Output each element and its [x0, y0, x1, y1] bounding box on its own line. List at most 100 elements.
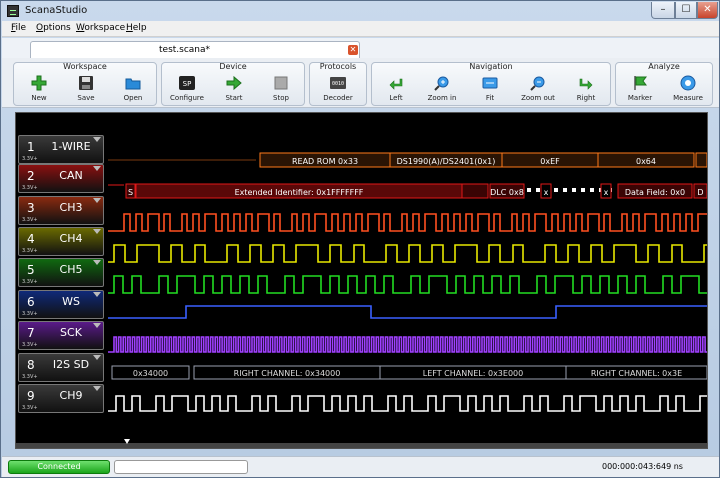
i2s-3-label: RIGHT CHANNEL: 0x3E: [591, 369, 682, 378]
measure-label: Measure: [673, 94, 703, 102]
channel-name: WS: [62, 295, 80, 308]
maximize-button[interactable]: ☐: [675, 2, 697, 19]
channel-card-4[interactable]: 4 CH4 3.3V+: [18, 227, 104, 256]
floppy-icon: [79, 76, 93, 90]
zoom-in-button[interactable]: Zoom in: [420, 73, 464, 105]
menu-workspace[interactable]: Workspace: [76, 23, 126, 33]
save-button[interactable]: Save: [64, 73, 108, 105]
channel-card-8[interactable]: 8 I2S SD 3.3V+: [18, 353, 104, 382]
zoom-out-button[interactable]: Zoom out: [516, 73, 560, 105]
channel-name: CH4: [59, 232, 83, 245]
workspace-group-title: Workspace: [63, 62, 107, 71]
i2s-1-label: RIGHT CHANNEL: 0x34000: [234, 369, 341, 378]
connection-status-badge: Connected: [8, 460, 110, 474]
channel-card-2[interactable]: 2 CAN 3.3V+: [18, 164, 104, 193]
channel-number: 3: [27, 201, 35, 215]
ch9-wave: [108, 395, 707, 412]
tab-bar: test.scana* ✕: [2, 38, 719, 58]
menu-bar: File Options Workspace Help: [2, 21, 719, 37]
i2s-0-box: [111, 365, 190, 380]
marker-button[interactable]: Marker: [618, 73, 662, 105]
status-bar: Connected 000:000:043:649 ns: [2, 456, 719, 477]
can-data-label: Data Field: 0x0: [625, 188, 685, 197]
channel-menu-chevron-down-icon[interactable]: [93, 323, 101, 328]
menu-help[interactable]: Help: [126, 23, 147, 33]
channel-menu-chevron-down-icon[interactable]: [93, 166, 101, 171]
channel-menu-chevron-down-icon[interactable]: [93, 386, 101, 391]
channel-menu-chevron-down-icon[interactable]: [93, 198, 101, 203]
decoder-label: Decoder: [323, 94, 353, 102]
app-logo-icon: [7, 5, 19, 17]
onewire-4-box: [695, 152, 707, 168]
channel-voltage: 3.3V+: [22, 405, 38, 411]
can-bit-square: [581, 188, 585, 192]
toolbar: Workspace New Save Open Device SP Config…: [2, 58, 719, 108]
protocols-group: Protocols 0010 Decoder: [309, 62, 367, 106]
channel-card-3[interactable]: 3 CH3 3.3V+: [18, 196, 104, 225]
channel-menu-chevron-down-icon[interactable]: [93, 292, 101, 297]
ch4-wave: [108, 244, 707, 263]
channel-menu-chevron-down-icon[interactable]: [93, 260, 101, 265]
onewire-3-box: [597, 152, 695, 168]
measure-button[interactable]: Measure: [666, 73, 710, 105]
scroll-position-marker[interactable]: [124, 439, 130, 444]
start-button[interactable]: Start: [212, 73, 256, 105]
configure-button[interactable]: SP Configure: [165, 73, 209, 105]
channel-number: 7: [27, 326, 35, 340]
new-button[interactable]: New: [17, 73, 61, 105]
channel-card-1[interactable]: 1 1-WIRE 3.3V+: [18, 135, 104, 164]
tab-close-icon[interactable]: ✕: [348, 45, 358, 55]
zoom-in-label: Zoom in: [427, 94, 457, 102]
menu-options[interactable]: Options: [36, 23, 71, 33]
analyze-group: Analyze Marker Measure: [615, 62, 713, 106]
can-x1-box: [540, 183, 552, 199]
title-bar: ScanaStudio – ☐ ✕: [1, 1, 719, 21]
close-window-button[interactable]: ✕: [697, 2, 718, 19]
svg-text:SP: SP: [183, 80, 192, 88]
workspace-tab[interactable]: test.scana* ✕: [30, 41, 360, 58]
can-tail-label: D: [697, 188, 703, 197]
zoom-out-icon: [530, 76, 545, 91]
channel-menu-chevron-down-icon[interactable]: [93, 229, 101, 234]
can-data-box: [617, 183, 693, 199]
zoom-in-icon: [434, 76, 449, 91]
window-title: ScanaStudio: [25, 5, 88, 16]
channel-card-9[interactable]: 9 CH9 3.3V+: [18, 384, 104, 413]
plus-icon: [31, 75, 47, 91]
protocols-group-title: Protocols: [319, 62, 357, 71]
can-gap-box: [461, 183, 489, 199]
nav-right-button[interactable]: Right: [564, 73, 608, 105]
stop-icon: [274, 76, 288, 90]
fit-button[interactable]: Fit: [468, 73, 512, 105]
nav-left-label: Left: [389, 94, 403, 102]
decoder-button[interactable]: 0010 Decoder: [316, 73, 360, 105]
channel-voltage: 3.3V+: [22, 156, 38, 162]
nav-left-button[interactable]: Left: [374, 73, 418, 105]
channel-menu-chevron-down-icon[interactable]: [93, 137, 101, 142]
horizontal-scrollbar[interactable]: [16, 443, 707, 448]
minimize-button[interactable]: –: [651, 2, 675, 19]
onewire-0-label: READ ROM 0x33: [292, 157, 358, 166]
channel-voltage: 3.3V+: [22, 342, 38, 348]
new-label: New: [31, 94, 47, 102]
channel-card-6[interactable]: 6 WS 3.3V+: [18, 290, 104, 319]
waveform-view[interactable]: READ ROM 0x33 DS1990(A)/DS2401(0x1) 0xEF 0x…: [15, 112, 708, 449]
can-bit-square: [563, 188, 567, 192]
channel-name: CAN: [59, 169, 83, 182]
channel-name: 1-WIRE: [51, 140, 91, 153]
nav-right-icon: [579, 78, 593, 90]
can-x2-label: x: [604, 188, 609, 197]
channel-card-7[interactable]: 7 SCK 3.3V+: [18, 321, 104, 350]
channel-card-5[interactable]: 5 CH5 3.3V+: [18, 258, 104, 287]
menu-file[interactable]: File: [11, 23, 27, 33]
channel-voltage: 3.3V+: [22, 311, 38, 317]
open-button[interactable]: Open: [111, 73, 155, 105]
channel-menu-chevron-down-icon[interactable]: [93, 355, 101, 360]
stop-button[interactable]: Stop: [259, 73, 303, 105]
ch5-wave: [108, 275, 707, 294]
can-bit-square: [590, 188, 594, 192]
onewire-2-label: 0xEF: [540, 157, 560, 166]
waveform-canvas[interactable]: READ ROM 0x33 DS1990(A)/DS2401(0x1) 0xEF 0x…: [16, 113, 707, 437]
channel-number: 5: [27, 263, 35, 277]
i2s-2-label: LEFT CHANNEL: 0x3E000: [423, 369, 523, 378]
